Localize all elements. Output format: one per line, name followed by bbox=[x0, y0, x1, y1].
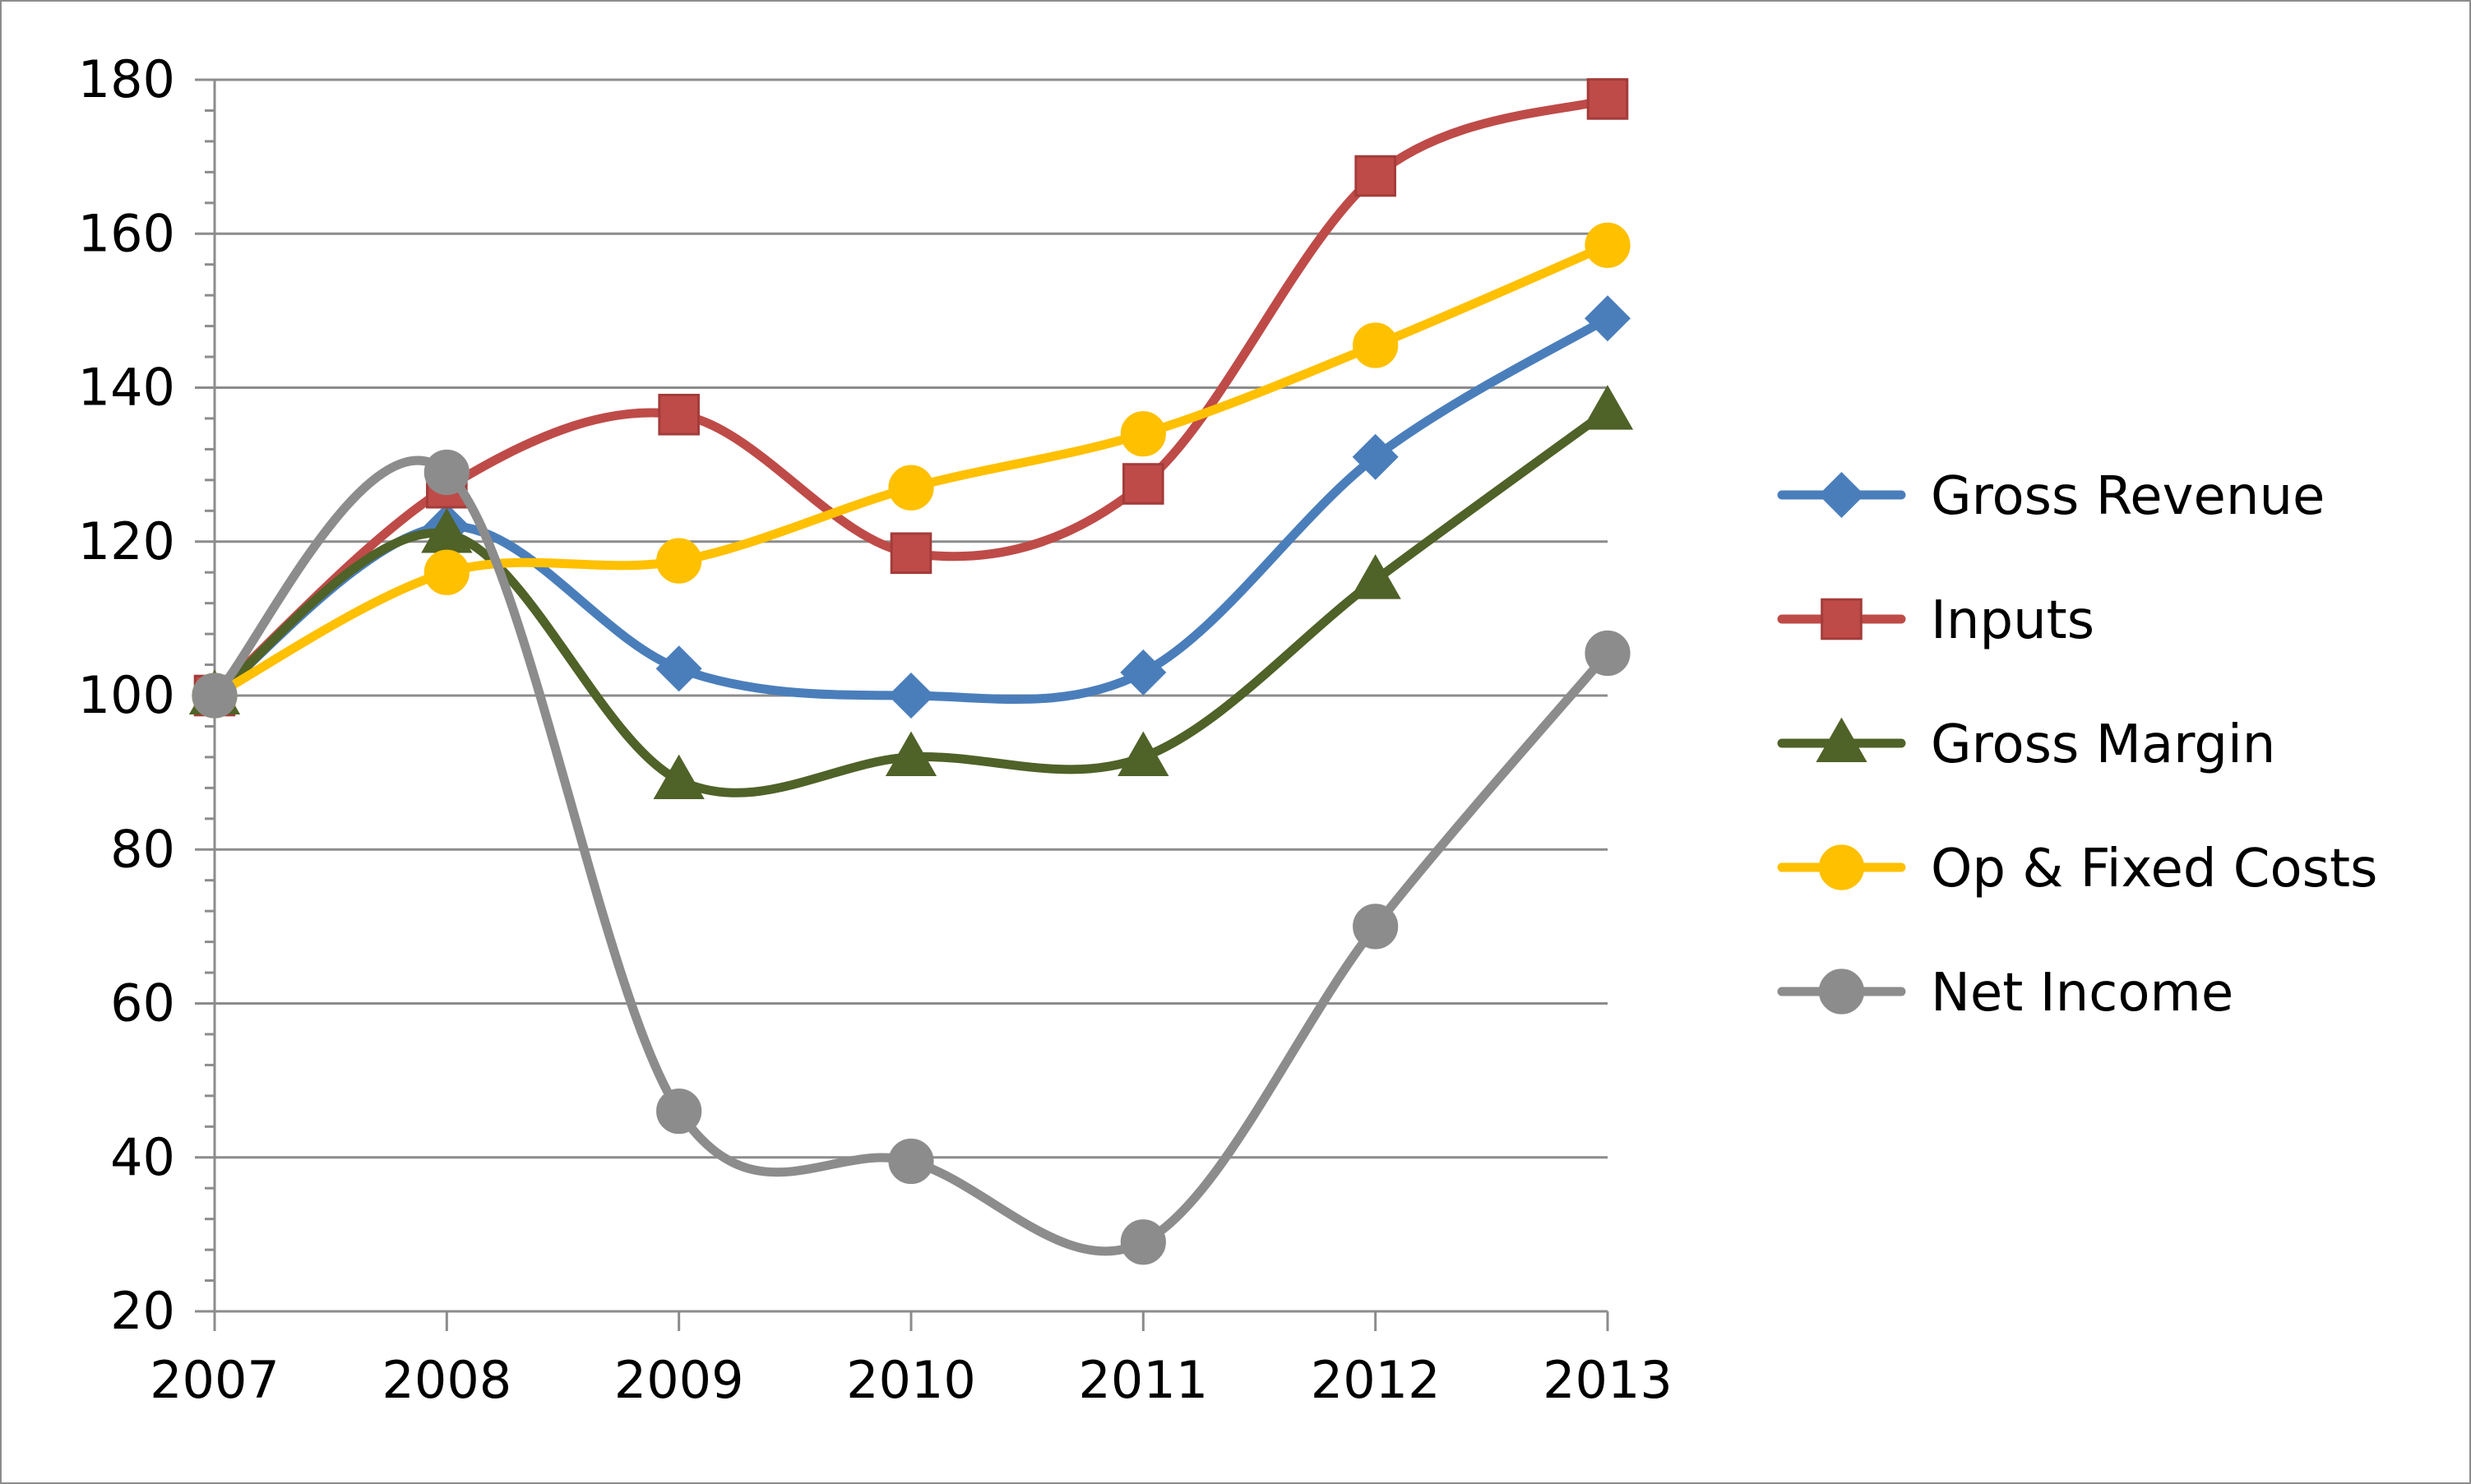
y-tick-label: 40 bbox=[110, 1127, 175, 1187]
gridlines bbox=[215, 78, 1608, 1159]
y-tick-label: 60 bbox=[110, 973, 175, 1033]
data-point-circle bbox=[423, 549, 470, 595]
legend-item: Inputs bbox=[1777, 590, 2094, 651]
data-point-circle bbox=[888, 1138, 934, 1185]
x-tick-label: 2011 bbox=[1078, 1350, 1208, 1410]
legend-label: Op & Fixed Costs bbox=[1931, 839, 2377, 899]
data-point-circle bbox=[1585, 222, 1631, 268]
data-point-circle bbox=[1353, 322, 1399, 368]
series-line bbox=[210, 94, 1613, 700]
x-tick-label: 2012 bbox=[1311, 1350, 1441, 1410]
y-tick-label: 20 bbox=[110, 1281, 175, 1341]
data-point-circle bbox=[1120, 411, 1166, 457]
legend-marker-circle bbox=[1818, 844, 1865, 890]
data-point-triangle bbox=[885, 731, 937, 776]
y-tick-label: 120 bbox=[78, 511, 175, 571]
data-point-circle bbox=[1120, 1219, 1166, 1265]
data-point-square bbox=[890, 532, 932, 575]
data-point-circle bbox=[1585, 630, 1631, 677]
x-tick-label: 2010 bbox=[846, 1350, 976, 1410]
legend-marker-circle bbox=[1818, 969, 1865, 1015]
legend-label: Gross Margin bbox=[1931, 714, 2275, 775]
legend-marker-square bbox=[1821, 598, 1863, 640]
x-tick-label: 2007 bbox=[150, 1350, 280, 1410]
data-point-circle bbox=[1353, 904, 1399, 950]
legend-item: Op & Fixed Costs bbox=[1777, 839, 2377, 899]
y-tick-label: 80 bbox=[110, 819, 175, 879]
data-point-square bbox=[1122, 463, 1164, 505]
data-point-circle bbox=[656, 538, 702, 584]
x-tick-label: 2009 bbox=[614, 1350, 744, 1410]
legend-item: Gross Revenue bbox=[1777, 466, 2325, 527]
x-tick-label: 2013 bbox=[1543, 1350, 1673, 1410]
data-point-triangle bbox=[653, 754, 705, 800]
data-point-circle bbox=[423, 449, 470, 496]
y-tick-label: 160 bbox=[78, 203, 175, 263]
series-inputs bbox=[193, 78, 1629, 717]
data-point-diamond bbox=[1352, 433, 1399, 480]
legend-label: Net Income bbox=[1931, 963, 2233, 1024]
x-tick-label: 2008 bbox=[382, 1350, 511, 1410]
legend-item: Gross Margin bbox=[1777, 714, 2275, 775]
data-point-square bbox=[1354, 155, 1396, 197]
data-point-diamond bbox=[655, 645, 702, 692]
legend: Gross Revenue Inputs Gross Margin Op & Fixe… bbox=[1777, 466, 2377, 1024]
data-point-diamond bbox=[1584, 295, 1631, 342]
data-point-diamond bbox=[887, 672, 935, 719]
data-point-circle bbox=[888, 465, 934, 511]
data-point-square bbox=[658, 393, 700, 436]
y-tick-label: 140 bbox=[78, 358, 175, 418]
legend-marker-diamond bbox=[1818, 471, 1865, 519]
data-point-triangle bbox=[1349, 554, 1401, 599]
series-gross-margin bbox=[188, 385, 1634, 800]
data-point-diamond bbox=[1120, 649, 1167, 696]
legend-marker-triangle bbox=[1816, 717, 1867, 763]
data-point-circle bbox=[656, 1088, 702, 1135]
legend-label: Gross Revenue bbox=[1931, 466, 2325, 527]
data-point-triangle bbox=[1581, 385, 1634, 430]
y-tick-label: 180 bbox=[78, 49, 175, 109]
data-point-circle bbox=[192, 673, 238, 719]
legend-item: Net Income bbox=[1777, 963, 2233, 1024]
data-point-square bbox=[1586, 78, 1629, 120]
axes: 20 40 60 80 100 120 140 160 180 2007 2008 2009 2010 2… bbox=[78, 49, 1673, 1410]
y-tick-label: 100 bbox=[78, 665, 175, 725]
data-point-triangle bbox=[1118, 731, 1169, 776]
series-op-fixed-costs bbox=[192, 222, 1631, 719]
series-group bbox=[188, 78, 1634, 1265]
legend-label: Inputs bbox=[1931, 590, 2094, 651]
series-net-income bbox=[192, 449, 1631, 1265]
